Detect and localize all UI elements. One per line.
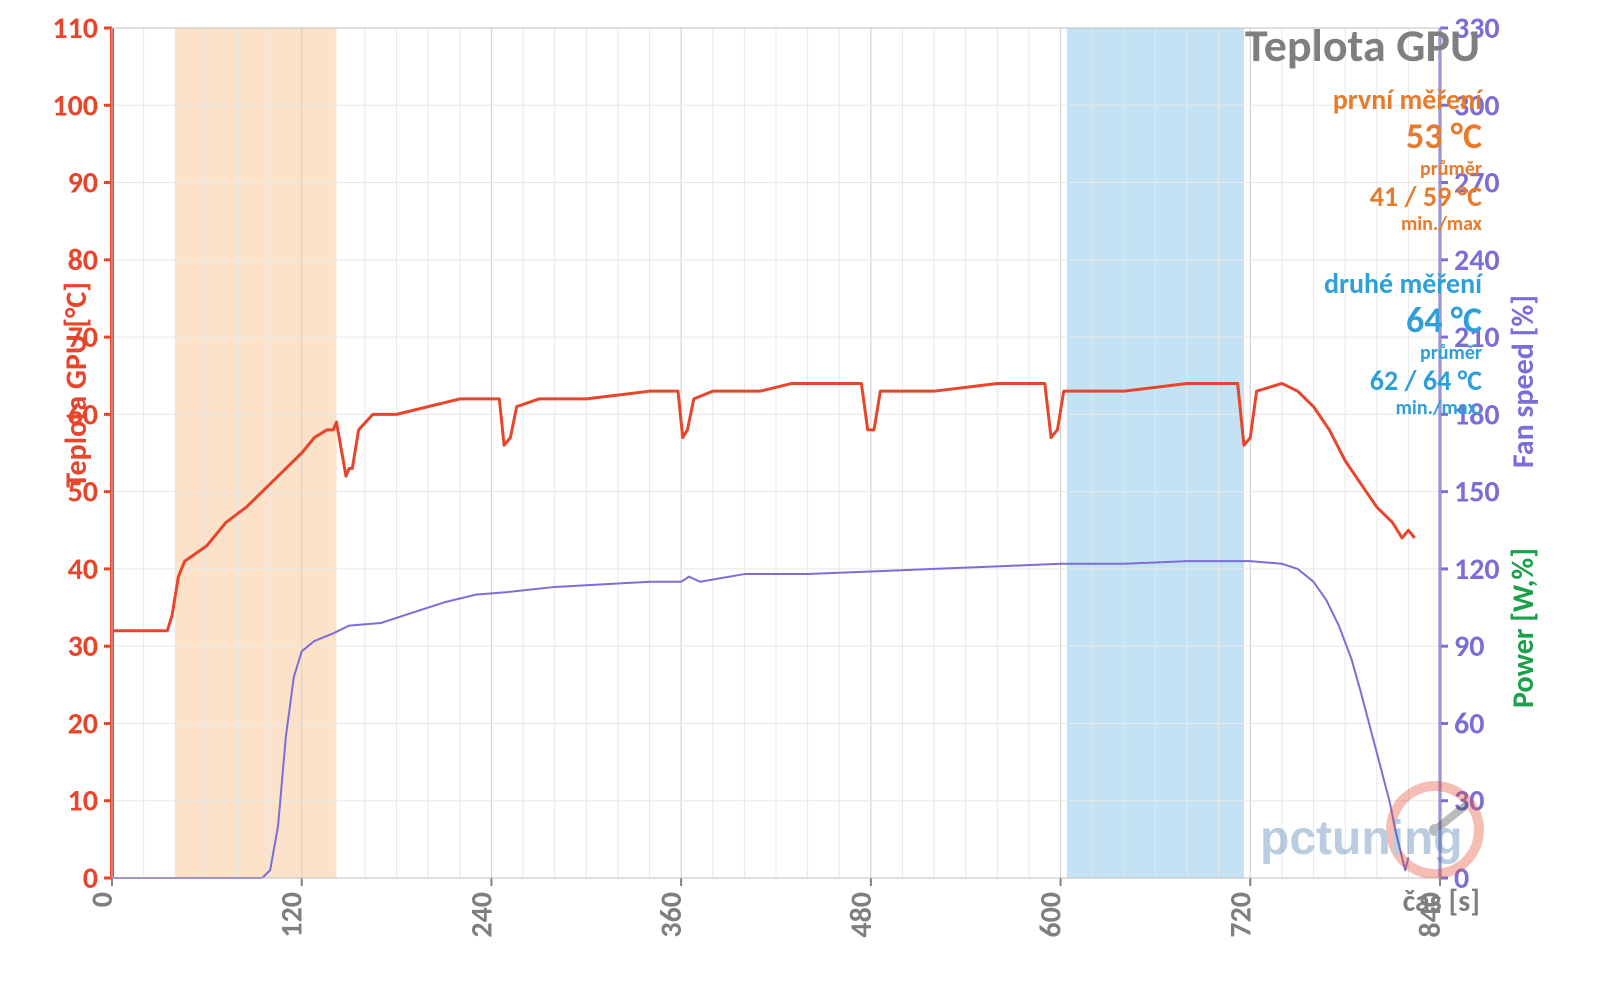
m2-avg: 64 °C (1324, 300, 1482, 341)
m2-range: 62 / 64 °C (1324, 365, 1482, 397)
y-left-label: Teplota GPU [°C] (58, 282, 95, 488)
m1-range-label: min./max (1333, 213, 1482, 236)
svg-text:20: 20 (68, 705, 98, 742)
svg-text:240: 240 (463, 892, 500, 938)
m2-title: druhé měření (1324, 268, 1482, 300)
svg-text:40: 40 (68, 551, 98, 588)
svg-text:90: 90 (68, 165, 98, 202)
svg-text:120: 120 (1454, 551, 1500, 588)
m2-avg-label: průměr (1324, 342, 1482, 365)
y-right-fan-label: Fan speed [%] (1505, 295, 1542, 468)
pctuning-logo: pctuning (1260, 758, 1500, 878)
svg-text:120: 120 (274, 892, 311, 938)
svg-text:30: 30 (68, 628, 98, 665)
svg-text:pctuning: pctuning (1260, 812, 1463, 865)
svg-text:360: 360 (653, 892, 690, 938)
m2-range-label: min./max. (1324, 397, 1482, 420)
y-right-power-label: Power [W,%] (1505, 548, 1542, 708)
stats-m2: druhé měření 64 °C průměr 62 / 64 °C min… (1324, 268, 1482, 420)
m1-avg-label: průměr (1333, 158, 1482, 181)
svg-text:150: 150 (1454, 474, 1500, 511)
svg-text:80: 80 (68, 242, 98, 279)
svg-text:600: 600 (1033, 892, 1070, 938)
svg-text:90: 90 (1454, 628, 1484, 665)
svg-text:720: 720 (1222, 892, 1259, 938)
svg-text:0: 0 (83, 860, 98, 897)
m1-title: první měření (1333, 84, 1482, 116)
svg-text:100: 100 (52, 87, 98, 124)
x-axis-label: čas [s] (1403, 883, 1480, 920)
m1-range: 41 / 59 °C (1333, 181, 1482, 213)
stats-m1: první měření 53 °C průměr 41 / 59 °C min… (1333, 84, 1482, 236)
svg-text:10: 10 (68, 783, 98, 820)
m1-avg: 53 °C (1333, 116, 1482, 157)
svg-text:0: 0 (84, 892, 121, 907)
svg-text:60: 60 (1454, 705, 1484, 742)
chart-title: Teplota GPU (1245, 18, 1480, 74)
svg-text:480: 480 (843, 892, 880, 938)
svg-text:110: 110 (52, 10, 98, 47)
